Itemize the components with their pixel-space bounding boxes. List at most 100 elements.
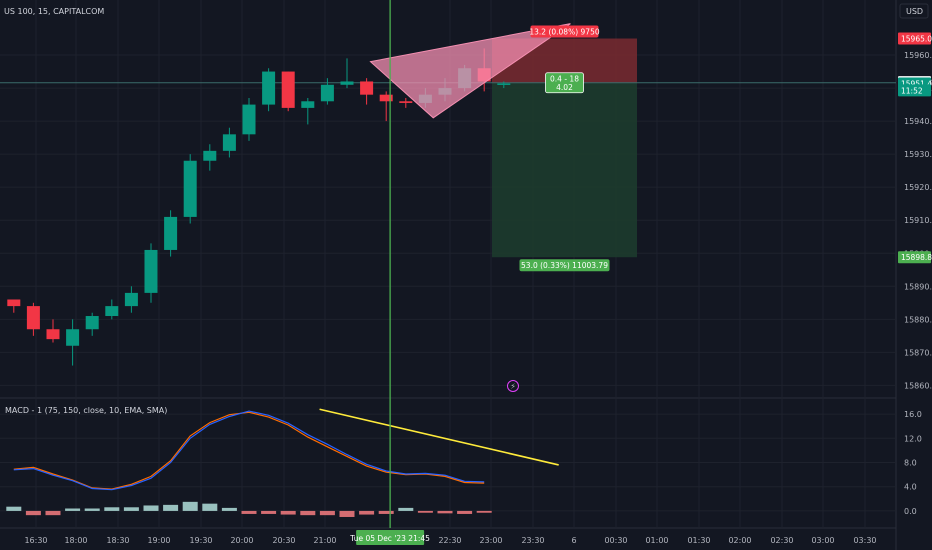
macd-histogram-bar (104, 507, 120, 511)
candle-up (301, 101, 315, 108)
macd-histogram-bar (221, 507, 237, 511)
stop-label: 13.2 (0.08%) 9750 (529, 28, 599, 37)
candle-up (124, 292, 138, 307)
time-tick-label: 16:30 (24, 536, 47, 545)
macd-histogram-bar (339, 510, 355, 517)
macd-histogram-bar (378, 510, 394, 514)
macd-tick-label: 12.0 (904, 434, 922, 443)
macd-histogram-bar (45, 510, 61, 516)
candle-down (379, 94, 393, 102)
price-tag (898, 84, 931, 97)
macd-tick-label: 8.0 (904, 459, 917, 468)
stop-label-box (530, 25, 599, 38)
macd-histogram-bar (6, 506, 22, 511)
time-tick-label: 18:00 (64, 536, 87, 545)
triangle-drawing[interactable] (369, 23, 571, 119)
currency-label[interactable]: USD (906, 7, 923, 16)
macd-histogram-bar (182, 501, 198, 511)
macd-histogram-bar (261, 510, 277, 514)
time-tick-label: 20:00 (230, 536, 253, 545)
take-profit-zone[interactable] (492, 82, 637, 258)
crosshair-time-tag (356, 530, 425, 545)
target-label-box (519, 259, 610, 272)
time-tick-label: 01:30 (687, 536, 710, 545)
drawings[interactable] (319, 23, 571, 466)
candle-up (262, 71, 276, 105)
time-tick-label: 18:30 (106, 536, 129, 545)
time-tick-label: 23:30 (521, 536, 544, 545)
time-tick-label: 00:30 (604, 536, 627, 545)
lightning-icon: ⚡ (510, 382, 516, 391)
macd-histogram-bar (84, 508, 100, 511)
macd-histogram-bar (359, 510, 375, 515)
price-tick-label: 15910.0 (904, 216, 932, 225)
candle-up (340, 81, 354, 85)
macd-histogram-bar (417, 510, 433, 513)
time-tick-label: 02:30 (770, 536, 793, 545)
time-tick-label: 20:30 (272, 536, 295, 545)
center-label-box (545, 72, 584, 94)
currency-box (899, 3, 929, 19)
crosshair-time-label: Tue 05 Dec '23 21:45 (349, 534, 430, 543)
macd-line (13, 410, 485, 491)
macd-histogram-bar (202, 503, 218, 511)
grid (0, 0, 897, 550)
candle-up (66, 329, 80, 346)
macd-tick-label: 16.0 (904, 410, 922, 419)
price-tag (898, 32, 931, 45)
time-tick-label: 03:30 (853, 536, 876, 545)
time-tick-label: 03:00 (811, 536, 834, 545)
time-tick-label: 02:00 (728, 536, 751, 545)
candle-down (399, 101, 413, 103)
macd-histogram-bar (123, 507, 139, 511)
macd-trendline[interactable] (319, 408, 559, 466)
price-tick-label: 15960.0 (904, 51, 932, 60)
time-tick-label: 23:00 (479, 536, 502, 545)
axes: 15960.015950.015940.015930.015920.015910… (24, 51, 932, 545)
candle-down (26, 306, 40, 330)
macd-histogram-bar (241, 510, 257, 514)
macd-histogram-bar (163, 504, 179, 511)
macd-histogram-bar (398, 507, 414, 511)
price-tag (898, 251, 931, 264)
candle-up (497, 83, 511, 85)
time-tick-label: 6 (571, 536, 576, 545)
macd-histogram-bar (25, 510, 41, 516)
price-tick-label: 15870.0 (904, 348, 932, 357)
time-tick-label: 01:00 (645, 536, 668, 545)
candle-down (7, 299, 21, 307)
price-tick-label: 15940.0 (904, 117, 932, 126)
candle-up (222, 134, 236, 151)
macd-histogram-bar (476, 510, 492, 513)
candle-up (183, 160, 197, 217)
overlays: Tue 05 Dec '23 21:45 13.2 (0.08%) 9750 0.4… (349, 0, 932, 545)
price-tick-label: 15860.0 (904, 381, 932, 390)
price-tag-label: 15898.8 (901, 253, 932, 262)
candle-down (360, 81, 374, 95)
candle-up (203, 150, 217, 161)
macd-histogram-bar (280, 510, 296, 515)
candle-up (320, 84, 334, 102)
price-tick-label: 15930.0 (904, 150, 932, 159)
macd-histogram-bar (143, 505, 159, 511)
candle-up (164, 216, 178, 250)
price-tag-label: 15951.4 (901, 79, 932, 88)
macd-histogram-bar (300, 510, 316, 516)
candle-down (46, 329, 60, 340)
lightning-marker[interactable] (507, 380, 519, 392)
symbol-legend[interactable]: US 100, 15, CAPITALCOM (4, 7, 104, 16)
price-tag-label: 15965.0 (901, 35, 932, 44)
center-label-line2: 4.02 (556, 83, 573, 92)
macd-pane (6, 410, 492, 517)
candle-up (85, 316, 99, 330)
macd-histogram-bar (65, 508, 81, 511)
price-tick-label: 15920.0 (904, 183, 932, 192)
candle-up (105, 306, 119, 317)
time-tick-label: 19:30 (189, 536, 212, 545)
time-tick-label: 19:00 (147, 536, 170, 545)
target-label: 53.0 (0.33%) 11003.79 (521, 261, 608, 270)
candle-up (144, 249, 158, 293)
macd-legend[interactable]: MACD - 1 (75, 150, close, 10, EMA, SMA) (5, 406, 167, 415)
macd-histogram-bar (437, 510, 453, 514)
